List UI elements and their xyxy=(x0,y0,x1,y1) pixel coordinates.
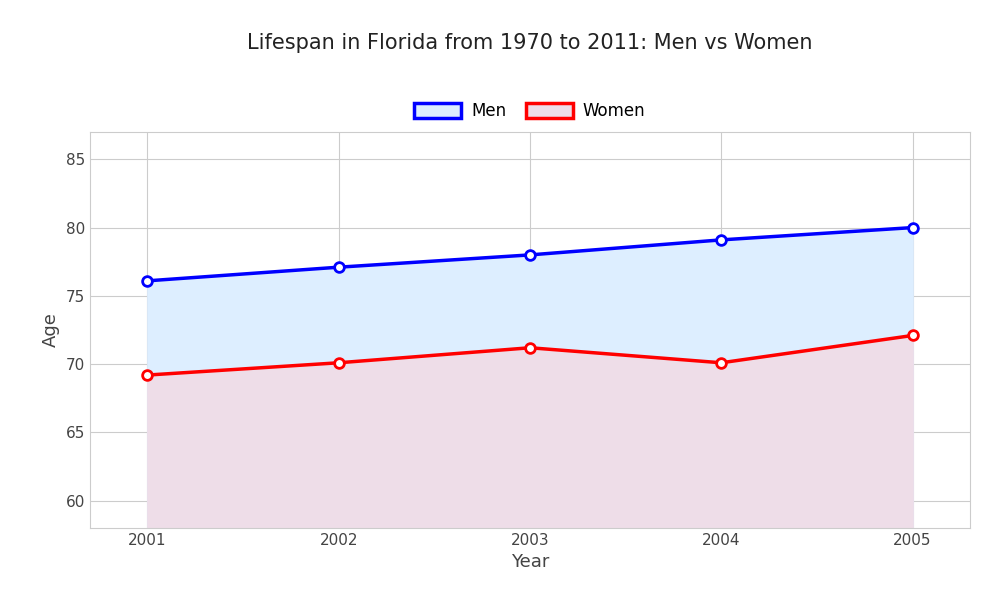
Legend: Men, Women: Men, Women xyxy=(408,95,652,127)
X-axis label: Year: Year xyxy=(511,553,549,571)
Title: Lifespan in Florida from 1970 to 2011: Men vs Women: Lifespan in Florida from 1970 to 2011: M… xyxy=(247,32,813,53)
Y-axis label: Age: Age xyxy=(42,313,60,347)
